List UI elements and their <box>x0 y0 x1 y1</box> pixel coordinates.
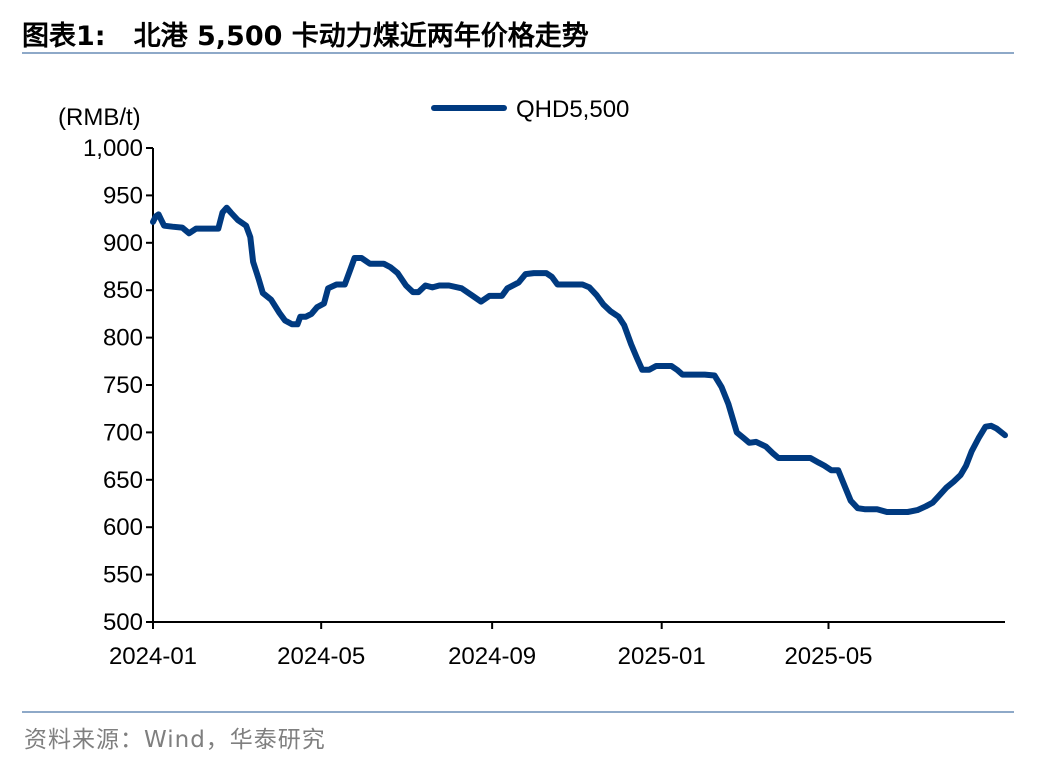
y-tick-label: 900 <box>103 230 143 257</box>
chart-title: 图表1: 北港 5,500 卡动力煤近两年价格走势 <box>22 14 589 53</box>
y-tick-label: 1,000 <box>83 135 143 162</box>
x-tick-label: 2024-01 <box>109 643 197 670</box>
y-tick-label: 550 <box>103 562 143 589</box>
y-tick-label: 500 <box>103 609 143 636</box>
y-tick-label: 800 <box>103 325 143 352</box>
x-tick-label: 2024-09 <box>448 643 536 670</box>
y-tick-label: 600 <box>103 514 143 541</box>
y-axis: 500 550 600 650 700 750 800 850 900 950 1,000 <box>83 135 154 636</box>
legend-label: QHD5,500 <box>516 96 629 123</box>
y-tick-label: 950 <box>103 182 143 209</box>
bottom-divider <box>22 711 1014 713</box>
x-tick-label: 2025-05 <box>784 643 872 670</box>
y-tick-label: 750 <box>103 372 143 399</box>
y-tick-label: 650 <box>103 467 143 494</box>
x-axis: 2024-01 2024-05 2024-09 2025-01 2025-05 <box>109 621 1005 670</box>
y-tick-label: 850 <box>103 277 143 304</box>
series-line-qhd5500 <box>150 204 1008 515</box>
source-note: 资料来源：Wind，华泰研究 <box>24 727 326 753</box>
figure-label: 图表1: <box>22 21 106 52</box>
y-axis-unit-label: (RMB/t) <box>58 104 141 131</box>
x-tick-label: 2025-01 <box>618 643 706 670</box>
top-divider <box>22 52 1014 54</box>
y-tick-label: 700 <box>103 419 143 446</box>
figure-title-text: 北港 5,500 卡动力煤近两年价格走势 <box>133 21 589 52</box>
x-tick-label: 2024-05 <box>277 643 365 670</box>
legend: QHD5,500 <box>431 96 629 123</box>
